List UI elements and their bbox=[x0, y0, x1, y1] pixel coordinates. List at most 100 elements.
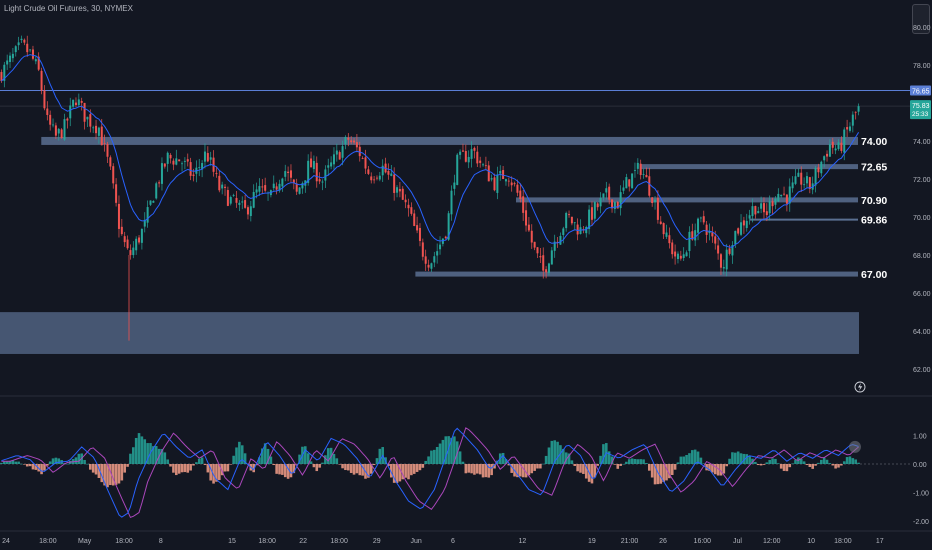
osc-histogram-bar bbox=[636, 459, 640, 464]
osc-histogram-bar bbox=[347, 464, 350, 471]
candle bbox=[312, 155, 315, 173]
candle-body bbox=[676, 253, 679, 260]
candle bbox=[588, 205, 591, 235]
candle-body bbox=[507, 180, 510, 182]
osc-histogram-bar bbox=[510, 464, 513, 473]
time-tick-label: 21:00 bbox=[621, 538, 639, 545]
osc-histogram-bar bbox=[774, 458, 777, 464]
candle-body bbox=[143, 219, 146, 227]
osc-histogram-bar bbox=[567, 453, 571, 464]
candle-body bbox=[668, 235, 671, 244]
osc-histogram-bar bbox=[258, 457, 261, 464]
candle-body bbox=[748, 215, 751, 219]
osc-histogram-bar bbox=[550, 440, 554, 464]
lightning-icon[interactable] bbox=[854, 381, 866, 393]
osc-histogram-bar bbox=[848, 456, 852, 464]
candle-body bbox=[848, 126, 851, 131]
candle-body bbox=[129, 250, 132, 256]
candle-body bbox=[817, 167, 820, 173]
osc-histogram-bar bbox=[851, 458, 855, 464]
candle-body bbox=[396, 187, 399, 193]
candle-body bbox=[120, 226, 123, 235]
price-tick-label: 62.00 bbox=[913, 367, 931, 374]
osc-histogram-bar bbox=[66, 463, 69, 465]
candle-body bbox=[436, 251, 439, 256]
candle bbox=[226, 186, 229, 207]
osc-histogram-bar bbox=[349, 464, 353, 473]
candle-body bbox=[327, 165, 330, 168]
osc-histogram-bar bbox=[395, 464, 399, 483]
candle-body bbox=[106, 143, 109, 157]
candle bbox=[31, 45, 34, 61]
candle-body bbox=[510, 182, 513, 186]
osc-histogram-bar bbox=[180, 464, 184, 473]
candle-body bbox=[52, 124, 55, 126]
osc-histogram-bar bbox=[34, 464, 38, 470]
candle bbox=[404, 194, 407, 209]
osc-histogram-bar bbox=[590, 464, 594, 484]
candle-body bbox=[401, 188, 404, 200]
osc-histogram-bar bbox=[481, 464, 485, 478]
osc-histogram-bar bbox=[719, 464, 723, 476]
candle bbox=[378, 171, 381, 182]
chart-settings-box[interactable] bbox=[912, 4, 930, 34]
candle bbox=[89, 109, 92, 133]
price-axis[interactable]: 80.0078.0076.0074.0072.0070.0068.0066.00… bbox=[910, 25, 931, 374]
price-tick-label: 80.00 bbox=[913, 25, 931, 32]
candle bbox=[676, 251, 679, 264]
candle bbox=[63, 113, 66, 141]
candle bbox=[97, 126, 100, 144]
osc-histogram-bar bbox=[553, 440, 556, 464]
osc-histogram-bar bbox=[734, 452, 737, 464]
osc-histogram-bar bbox=[751, 458, 754, 464]
osc-histogram-bar bbox=[48, 461, 52, 464]
candle bbox=[493, 173, 496, 192]
time-tick-label: 26 bbox=[659, 538, 667, 545]
osc-histogram-bar bbox=[559, 445, 562, 464]
candle bbox=[794, 168, 797, 186]
candle bbox=[828, 139, 831, 157]
candle bbox=[785, 194, 788, 212]
osc-histogram-bar bbox=[223, 464, 227, 472]
osc-histogram-bar bbox=[281, 464, 284, 475]
candle-body bbox=[232, 195, 235, 197]
candle-body bbox=[393, 174, 396, 193]
osc-histogram-bar bbox=[817, 462, 820, 464]
chart-icons[interactable] bbox=[854, 381, 866, 393]
level-zone-1 bbox=[639, 164, 858, 170]
candle-body bbox=[479, 160, 482, 163]
level-label-3: 69.86 bbox=[861, 215, 887, 227]
osc-histogram-bar bbox=[154, 446, 158, 464]
osc-histogram-bar bbox=[412, 464, 416, 474]
oscillator-axis[interactable]: 1.00 0.00 -1.00 -2.00 bbox=[913, 434, 929, 526]
candle-body bbox=[461, 150, 464, 152]
candle bbox=[361, 156, 364, 160]
candle bbox=[103, 134, 106, 152]
candle-body bbox=[553, 241, 556, 251]
candle bbox=[593, 200, 596, 223]
candle bbox=[697, 217, 700, 241]
candle-body bbox=[361, 158, 364, 159]
osc-histogram-bar bbox=[304, 446, 307, 464]
osc-histogram-bar bbox=[840, 464, 843, 466]
time-axis[interactable]: 24 18:00 May 18:00 8 15 18:00 22 18:00 29 Jun 6 12 19… bbox=[0, 530, 932, 545]
candle bbox=[788, 178, 791, 212]
candle bbox=[40, 67, 43, 95]
candle-body bbox=[576, 224, 579, 235]
osc-histogram-bar bbox=[295, 464, 298, 465]
candle-body bbox=[791, 182, 794, 189]
candle-body bbox=[502, 170, 505, 180]
osc-histogram-bar bbox=[676, 462, 680, 464]
candle bbox=[335, 143, 338, 162]
osc-histogram-bar bbox=[369, 464, 373, 474]
candle bbox=[645, 167, 648, 178]
candle-body bbox=[760, 203, 763, 209]
candle bbox=[152, 200, 155, 203]
candle bbox=[278, 179, 281, 193]
osc-histogram-bar bbox=[401, 464, 405, 480]
osc-histogram-bar bbox=[845, 457, 849, 464]
candle bbox=[470, 141, 473, 168]
candle bbox=[464, 144, 467, 163]
osc-histogram-bar bbox=[324, 455, 327, 464]
